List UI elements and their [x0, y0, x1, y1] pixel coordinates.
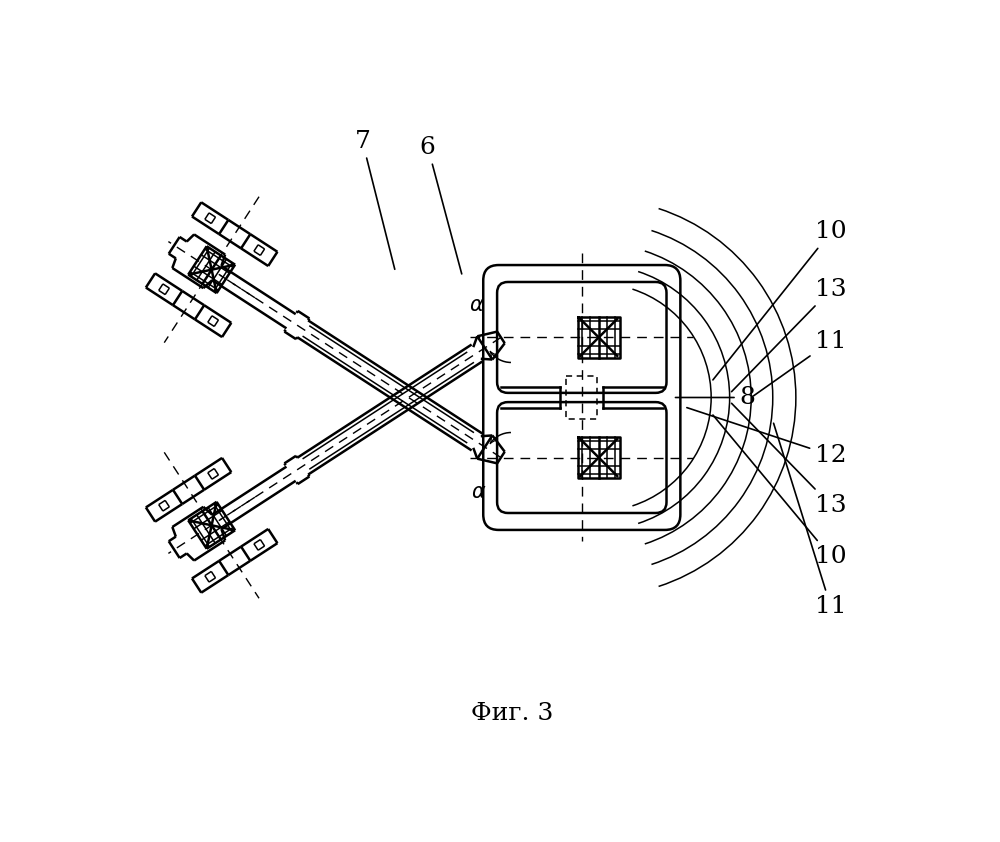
Text: 8: 8: [675, 386, 756, 409]
Text: 7: 7: [354, 130, 395, 269]
Text: $\alpha$: $\alpha$: [471, 482, 486, 502]
Text: 11: 11: [753, 330, 847, 396]
Text: 6: 6: [420, 136, 462, 274]
Text: $\alpha$: $\alpha$: [469, 296, 484, 315]
Text: 10: 10: [713, 415, 847, 568]
Text: 13: 13: [732, 278, 847, 392]
Text: Фиг. 3: Фиг. 3: [471, 701, 554, 725]
Text: 12: 12: [687, 408, 847, 466]
Text: 10: 10: [713, 221, 847, 380]
Text: 13: 13: [732, 403, 847, 517]
Text: 11: 11: [774, 424, 847, 618]
